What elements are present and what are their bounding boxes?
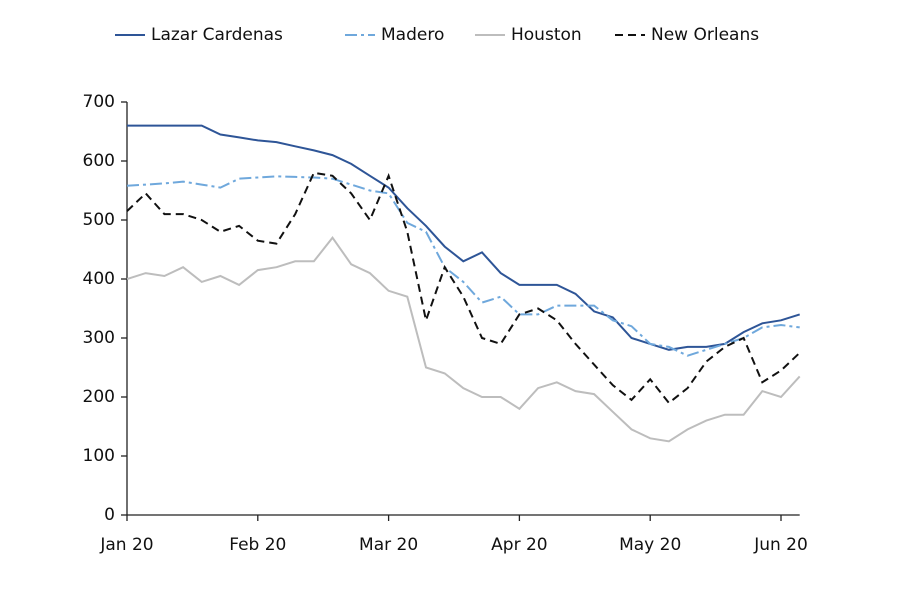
y-tick-label: 0 [104, 505, 115, 525]
x-tick-label: Apr 20 [491, 535, 547, 555]
legend-label: New Orleans [651, 25, 759, 45]
y-tick-label: 100 [83, 446, 115, 466]
y-tick-label: 600 [83, 151, 115, 171]
x-tick-label: Feb 20 [229, 535, 286, 555]
series-line [126, 171, 801, 405]
x-tick-label: Mar 20 [359, 535, 418, 555]
legend-label: Houston [511, 25, 582, 45]
legend-label: Madero [381, 25, 444, 45]
y-tick-label: 500 [83, 210, 115, 230]
x-tick-label: Jun 20 [753, 535, 808, 555]
y-tick-label: 400 [83, 269, 115, 289]
y-tick-label: 700 [83, 92, 115, 112]
series-line [127, 124, 801, 351]
series-line [126, 175, 800, 357]
y-tick-label: 200 [83, 387, 115, 407]
legend-label: Lazar Cardenas [151, 25, 283, 45]
x-tick-label: Jan 20 [99, 535, 153, 555]
x-tick-label: May 20 [619, 535, 681, 555]
series-line [126, 236, 801, 443]
y-tick-label: 300 [83, 328, 115, 348]
